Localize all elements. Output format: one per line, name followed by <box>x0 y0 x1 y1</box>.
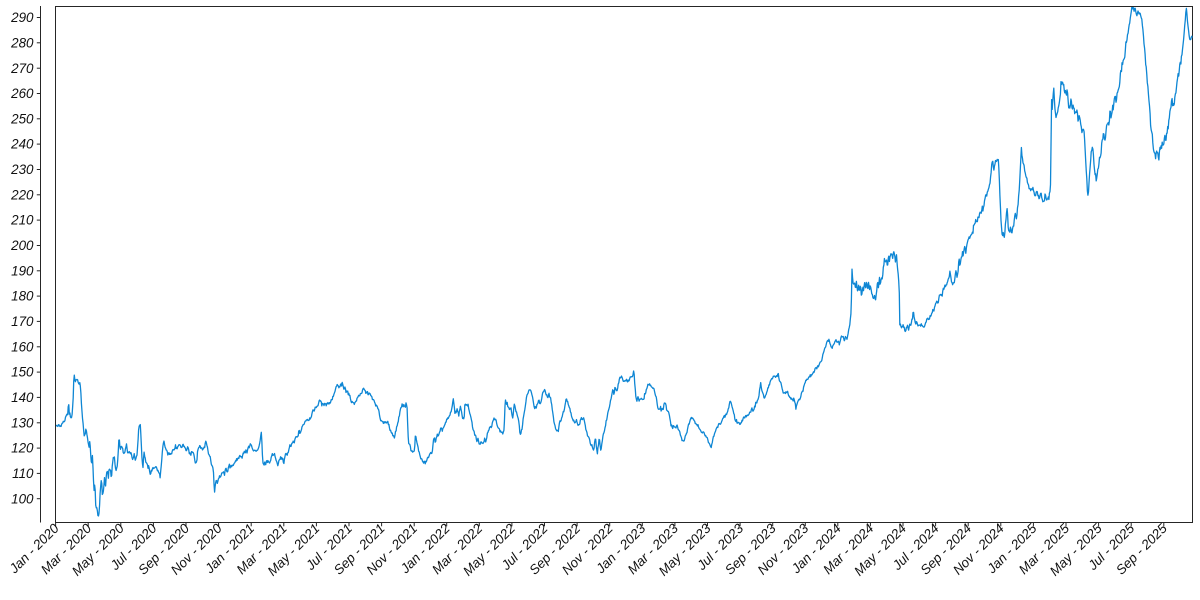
svg-text:130: 130 <box>11 415 34 430</box>
svg-text:120: 120 <box>11 441 34 456</box>
svg-text:110: 110 <box>12 466 34 481</box>
svg-text:260: 260 <box>10 86 34 101</box>
svg-text:270: 270 <box>10 61 34 76</box>
svg-text:180: 180 <box>11 289 34 304</box>
svg-text:190: 190 <box>11 263 34 278</box>
svg-text:230: 230 <box>10 162 34 177</box>
svg-text:150: 150 <box>11 365 34 380</box>
svg-text:100: 100 <box>11 491 34 506</box>
svg-text:250: 250 <box>10 111 34 126</box>
svg-text:290: 290 <box>10 10 34 25</box>
svg-text:140: 140 <box>11 390 34 405</box>
svg-text:240: 240 <box>10 137 34 152</box>
svg-text:170: 170 <box>11 314 34 329</box>
svg-text:280: 280 <box>10 35 34 50</box>
svg-text:200: 200 <box>10 238 34 253</box>
svg-text:160: 160 <box>11 339 34 354</box>
svg-text:220: 220 <box>10 187 34 202</box>
svg-text:210: 210 <box>10 213 34 228</box>
